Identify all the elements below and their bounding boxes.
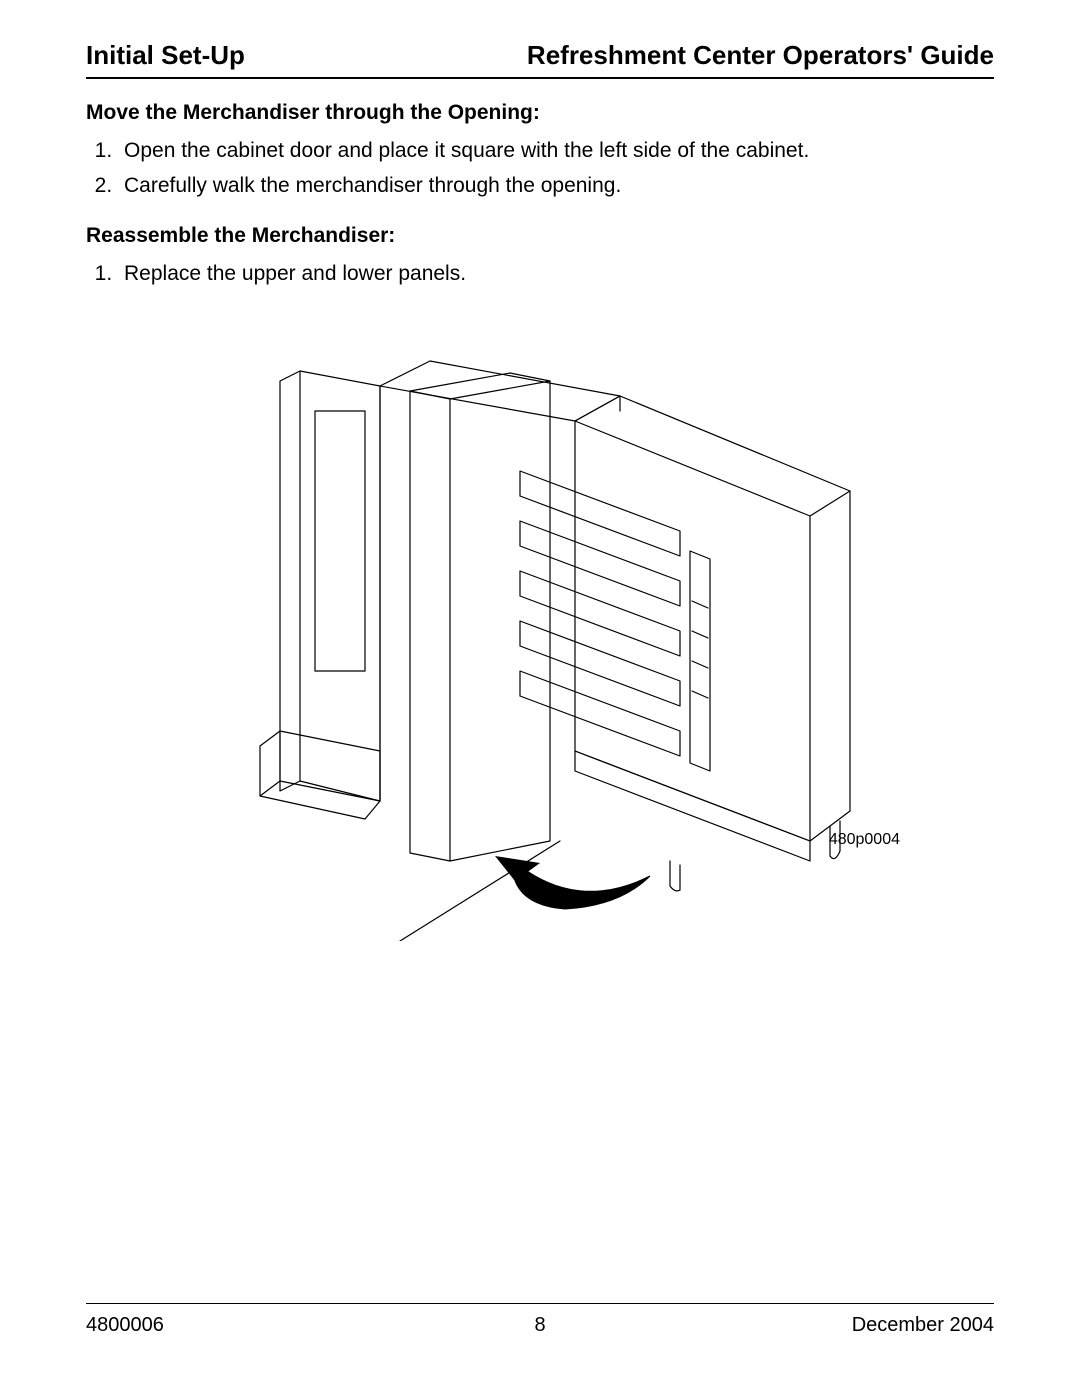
page-header: Initial Set-Up Refreshment Center Operat… — [86, 40, 994, 79]
step-item: Open the cabinet door and place it squar… — [118, 135, 994, 168]
steps-list-move: Open the cabinet door and place it squar… — [86, 135, 994, 202]
page-footer: 8 4800006 December 2004 — [86, 1303, 994, 1337]
step-item: Replace the upper and lower panels. — [118, 258, 994, 291]
figure-label: 480p0004 — [829, 831, 900, 849]
section-title-reassemble: Reassemble the Merchandiser: — [86, 224, 994, 248]
step-item: Carefully walk the merchandiser through … — [118, 170, 994, 203]
steps-list-reassemble: Replace the upper and lower panels. — [86, 258, 994, 291]
merchandiser-line-drawing: 480p0004 — [220, 301, 860, 941]
section-title-move: Move the Merchandiser through the Openin… — [86, 101, 994, 125]
header-document-title: Refreshment Center Operators' Guide — [527, 40, 994, 71]
footer-doc-number: 4800006 — [86, 1314, 164, 1337]
document-page: Initial Set-Up Refreshment Center Operat… — [0, 0, 1080, 1397]
figure-container: 480p0004 — [86, 301, 994, 946]
header-section-title: Initial Set-Up — [86, 40, 245, 71]
footer-date: December 2004 — [852, 1314, 994, 1337]
